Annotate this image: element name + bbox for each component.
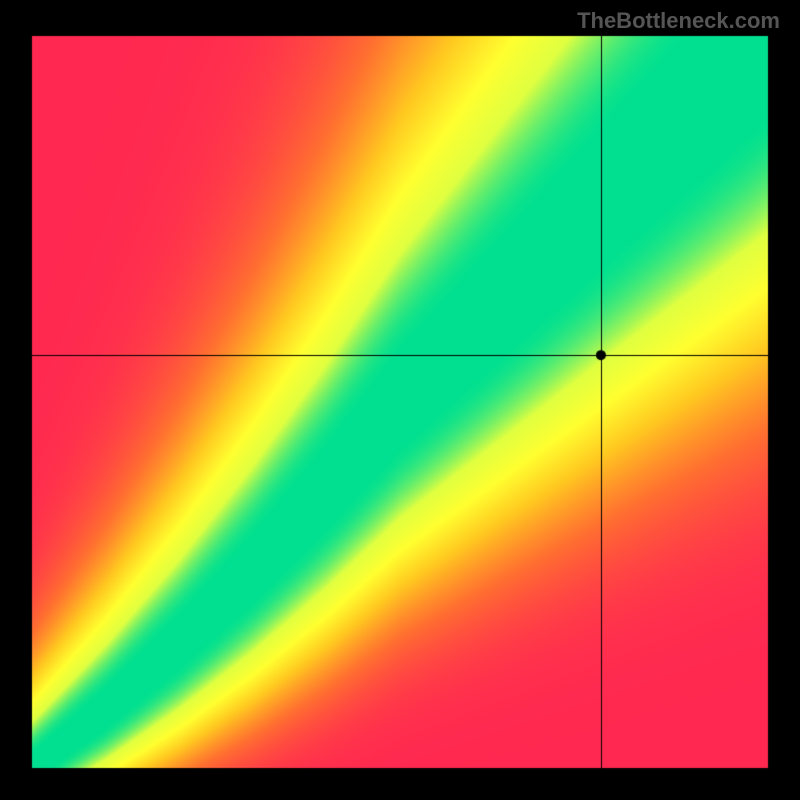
watermark-text: TheBottleneck.com [577, 8, 780, 34]
bottleneck-heatmap [0, 0, 800, 800]
